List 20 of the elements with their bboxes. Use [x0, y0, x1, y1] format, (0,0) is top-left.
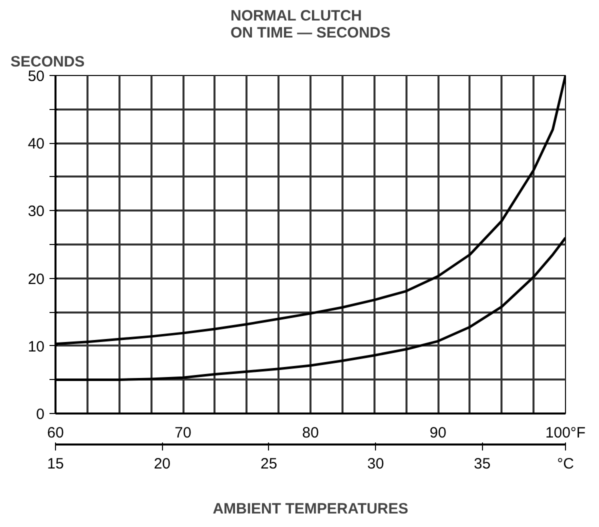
x2-tick-label: 15 [47, 456, 64, 472]
x-tick-label: 80 [302, 424, 319, 442]
y-tick-label: 30 [28, 203, 45, 220]
y-tick-label: 50 [28, 68, 45, 85]
x-tick-label: 70 [174, 424, 192, 442]
y-tick-label: 0 [36, 406, 44, 423]
x2-tick-label: 25 [260, 456, 278, 472]
y-axis-title: SECONDS [10, 54, 85, 70]
x-tick-label: 100°F [545, 424, 586, 442]
y-tick-label: 20 [28, 270, 45, 288]
x2-tick-label: 35 [474, 456, 491, 472]
x-tick-label: 60 [47, 424, 64, 442]
x2-tick-label: °C [557, 456, 574, 472]
x-axis-title: AMBIENT TEMPERATURES [212, 500, 408, 518]
chart-title: NORMAL CLUTCH ON TIME — SECONDS [230, 8, 391, 42]
x2-tick-label: 20 [154, 456, 171, 472]
y-tick-label: 40 [28, 136, 45, 153]
x2-tick-label: 30 [367, 456, 384, 472]
x-tick-label: 90 [430, 424, 446, 442]
y-tick-label: 10 [28, 338, 45, 356]
